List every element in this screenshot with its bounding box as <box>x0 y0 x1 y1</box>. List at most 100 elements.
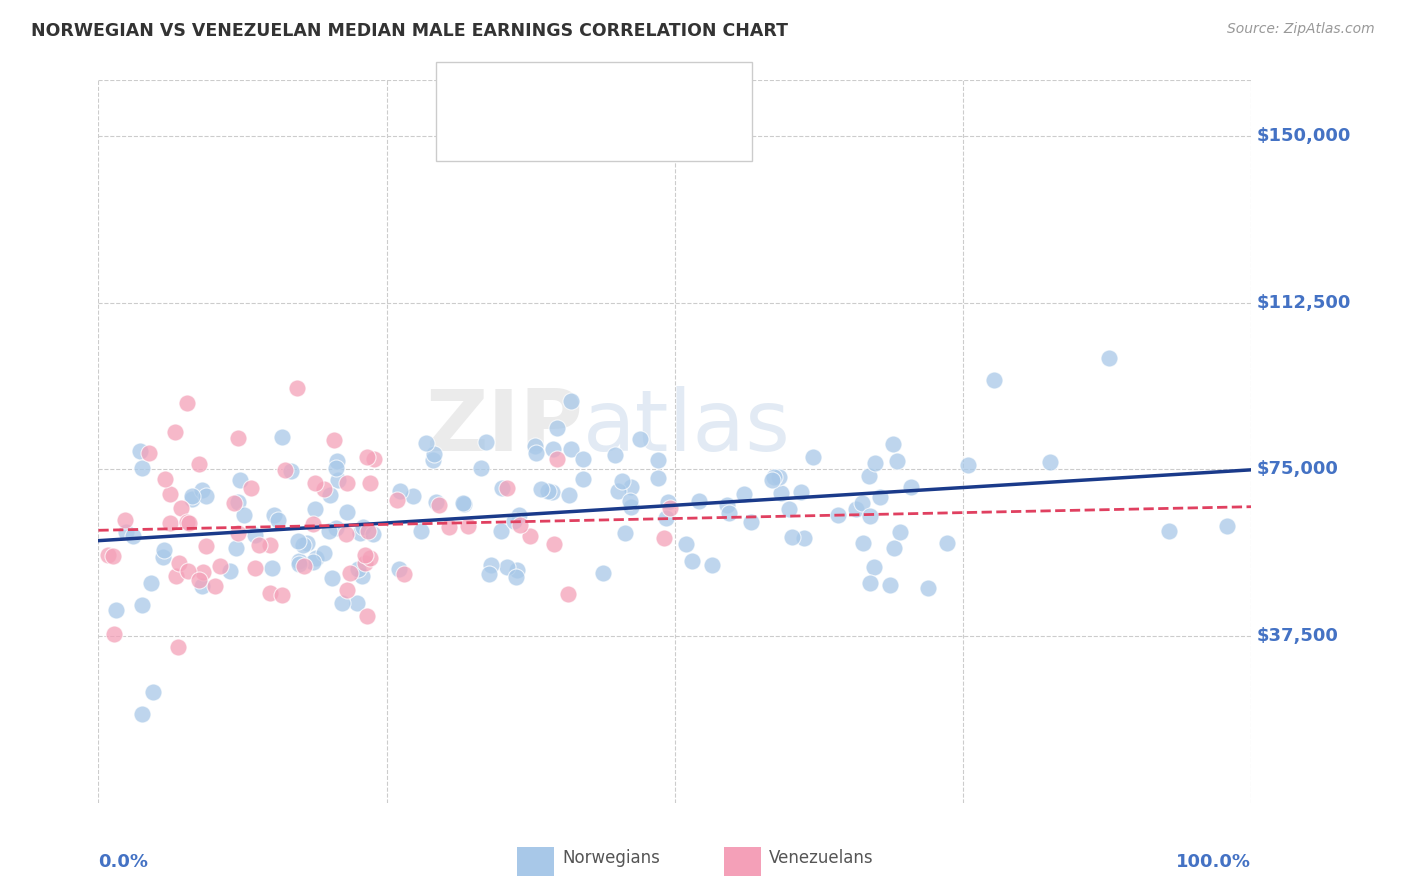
Point <box>560 393 582 408</box>
Point <box>496 481 519 495</box>
Point <box>152 549 174 564</box>
Point <box>740 515 762 529</box>
Text: Venezuelans: Venezuelans <box>769 849 873 867</box>
Point <box>652 531 675 545</box>
Point <box>863 456 886 470</box>
Point <box>177 516 200 531</box>
Point <box>425 494 447 508</box>
Point <box>285 381 308 395</box>
Point <box>478 566 501 581</box>
Point <box>560 442 582 456</box>
Point <box>541 442 564 456</box>
Point <box>347 562 370 576</box>
Point <box>101 549 124 563</box>
Text: R = 0.051   N = 138: R = 0.051 N = 138 <box>502 82 699 100</box>
Point <box>859 508 882 523</box>
Point <box>675 537 697 551</box>
Text: ZIP: ZIP <box>425 385 582 468</box>
Point <box>349 526 371 541</box>
Point <box>496 560 519 574</box>
Point <box>863 560 886 574</box>
Point <box>222 496 245 510</box>
Point <box>226 525 249 540</box>
Point <box>1038 455 1060 469</box>
Point <box>131 461 153 475</box>
Point <box>188 573 211 587</box>
Point <box>437 520 460 534</box>
Point <box>267 513 290 527</box>
Point <box>209 559 232 574</box>
Point <box>218 564 240 578</box>
Point <box>770 486 793 500</box>
Point <box>389 484 412 499</box>
Point <box>546 421 568 435</box>
Point <box>790 484 813 499</box>
Point <box>139 576 162 591</box>
Point <box>304 476 326 491</box>
Point <box>163 425 186 439</box>
Point <box>356 609 378 624</box>
Point <box>292 559 315 574</box>
Point <box>718 507 741 521</box>
Point <box>262 561 284 575</box>
Point <box>801 450 824 464</box>
Point <box>153 472 176 486</box>
Point <box>700 558 723 573</box>
Point <box>167 557 190 571</box>
Point <box>524 446 547 460</box>
Point <box>688 493 710 508</box>
Point <box>361 526 384 541</box>
Point <box>1216 518 1239 533</box>
Point <box>359 476 381 491</box>
Point <box>852 535 875 549</box>
Point <box>558 488 581 502</box>
Point <box>869 490 891 504</box>
Point <box>167 640 190 655</box>
Point <box>457 519 479 533</box>
Point <box>142 684 165 698</box>
Point <box>392 567 415 582</box>
Point <box>647 470 669 484</box>
Point <box>851 495 873 509</box>
Point <box>620 480 643 494</box>
Point <box>845 502 868 516</box>
Point <box>181 489 204 503</box>
Point <box>572 472 595 486</box>
Point <box>681 554 703 568</box>
Point <box>427 498 450 512</box>
Point <box>546 451 568 466</box>
Point <box>537 484 560 499</box>
Point <box>422 446 444 460</box>
Point <box>354 548 377 562</box>
Point <box>243 527 266 541</box>
Point <box>176 395 198 409</box>
Point <box>859 575 882 590</box>
Point <box>103 627 125 641</box>
Point <box>883 541 905 556</box>
Point <box>259 586 281 600</box>
Point <box>152 543 174 558</box>
Point <box>245 561 267 575</box>
Text: R = 0.086   N =  64: R = 0.086 N = 64 <box>502 120 693 138</box>
Point <box>304 502 326 516</box>
Point <box>508 508 530 523</box>
Point <box>363 452 385 467</box>
Point <box>858 469 880 483</box>
Point <box>491 481 513 495</box>
Text: $150,000: $150,000 <box>1257 127 1351 145</box>
Point <box>606 484 628 499</box>
Point <box>318 524 340 538</box>
Point <box>328 473 350 487</box>
Point <box>936 536 959 550</box>
Point <box>886 454 908 468</box>
Point <box>302 556 325 570</box>
Point <box>780 530 803 544</box>
Point <box>879 577 901 591</box>
Point <box>336 505 359 519</box>
Point <box>297 536 319 550</box>
Text: atlas: atlas <box>582 385 790 468</box>
Point <box>509 518 531 533</box>
Point <box>288 554 311 568</box>
Point <box>287 557 309 571</box>
Point <box>121 529 143 543</box>
